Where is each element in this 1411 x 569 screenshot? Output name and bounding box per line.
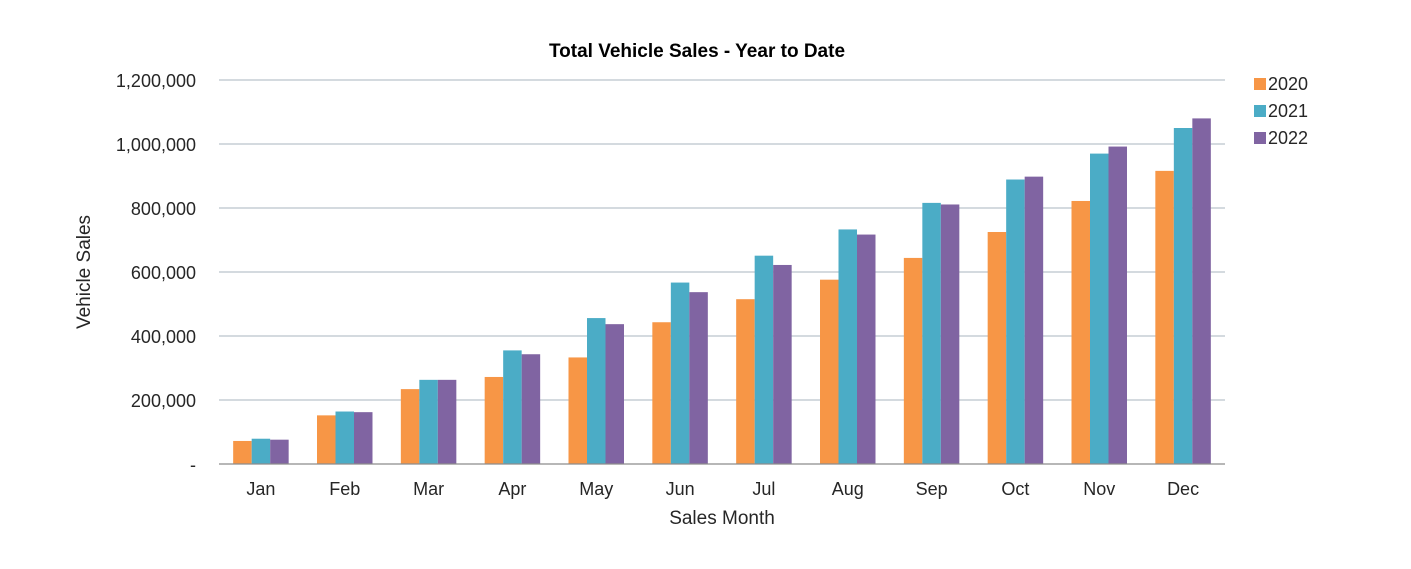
x-tick-label: Feb — [329, 479, 360, 499]
y-tick-label: 400,000 — [131, 327, 196, 347]
bar-2021-may — [587, 318, 606, 464]
x-tick-label: Jul — [752, 479, 775, 499]
y-axis-ticks: - 200,000 400,000 600,000 800,000 1,000,000 1,… — [116, 71, 196, 475]
x-tick-label: Mar — [413, 479, 444, 499]
x-tick-label: Aug — [832, 479, 864, 499]
bar-2022-sep — [940, 204, 960, 465]
y-tick-label: - — [190, 455, 196, 475]
bar-2020-sep — [903, 257, 923, 464]
bar-2020-nov — [1071, 200, 1090, 464]
x-tick-label: Sep — [916, 479, 948, 499]
legend-label-2020: 2020 — [1268, 74, 1308, 94]
bar-2022-jan — [270, 439, 289, 464]
bar-2022-aug — [857, 234, 876, 464]
legend-label-2022: 2022 — [1268, 128, 1308, 148]
bar-2021-apr — [503, 350, 522, 464]
legend-swatch-2020 — [1254, 78, 1266, 90]
x-tick-label: Apr — [498, 479, 526, 499]
x-tick-label: Nov — [1083, 479, 1115, 499]
x-axis-title: Sales Month — [669, 508, 775, 529]
gridlines — [219, 79, 1225, 401]
bar-2022-dec — [1192, 118, 1211, 465]
bar-2020-oct — [987, 232, 1007, 464]
bar-2021-nov — [1090, 153, 1109, 464]
bar-2020-jul — [736, 299, 755, 464]
bar-2020-aug — [820, 279, 839, 464]
bar-2022-feb — [354, 412, 373, 464]
bar-2020-jun — [652, 322, 671, 464]
y-tick-label: 1,200,000 — [116, 71, 196, 91]
bar-2022-nov — [1108, 146, 1127, 464]
bar-2020-may — [568, 357, 587, 464]
bar-2020-mar — [400, 389, 420, 464]
bar-2021-jul — [754, 255, 774, 464]
bar-2021-dec — [1173, 128, 1193, 464]
legend: 2020 2021 2022 — [1254, 74, 1308, 148]
y-tick-label: 200,000 — [131, 391, 196, 411]
x-tick-label: May — [579, 479, 613, 499]
bar-2021-oct — [1006, 179, 1025, 464]
bar-2022-jun — [689, 292, 708, 464]
legend-swatch-2022 — [1254, 132, 1266, 144]
legend-label-2021: 2021 — [1268, 101, 1308, 121]
legend-swatch-2021 — [1254, 105, 1266, 117]
bar-2020-feb — [317, 415, 336, 464]
bar-2021-mar — [419, 379, 438, 464]
bar-2022-mar — [437, 379, 457, 464]
y-axis-title: Vehicle Sales — [74, 215, 95, 329]
y-tick-label: 1,000,000 — [116, 135, 196, 155]
bar-2022-jul — [773, 264, 792, 464]
y-tick-label: 600,000 — [131, 263, 196, 283]
bar-2021-jun — [670, 282, 690, 464]
bar-2020-dec — [1155, 170, 1174, 464]
x-tick-label: Dec — [1167, 479, 1199, 499]
bar-2020-apr — [484, 376, 504, 464]
bar-2021-aug — [838, 229, 857, 464]
bars — [233, 118, 1211, 465]
x-tick-label: Oct — [1001, 479, 1029, 499]
bar-2020-jan — [233, 440, 252, 464]
x-axis-ticks: Jan Feb Mar Apr May Jun Jul Aug Sep Oct Nov Dec — [246, 479, 1199, 499]
x-tick-label: Jun — [666, 479, 695, 499]
bar-2022-may — [605, 324, 624, 464]
chart-title: Total Vehicle Sales - Year to Date — [549, 41, 845, 62]
y-tick-label: 800,000 — [131, 199, 196, 219]
bar-2022-oct — [1024, 176, 1044, 464]
bar-2021-jan — [251, 438, 271, 464]
x-tick-label: Jan — [246, 479, 275, 499]
bar-2022-apr — [521, 354, 541, 464]
bar-2021-feb — [335, 411, 354, 464]
bar-2021-sep — [922, 202, 941, 464]
